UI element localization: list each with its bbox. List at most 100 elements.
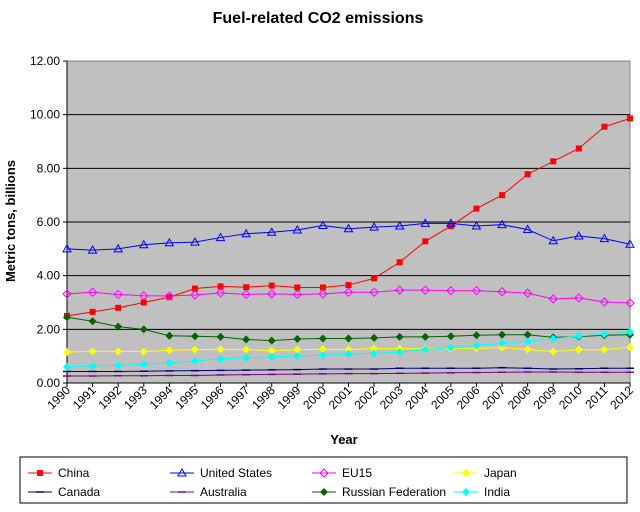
data-point bbox=[369, 222, 379, 231]
data-point bbox=[190, 237, 200, 246]
data-point bbox=[113, 243, 124, 253]
data-point bbox=[344, 350, 353, 359]
data-point bbox=[625, 298, 635, 308]
data-point bbox=[319, 284, 326, 291]
data-point bbox=[242, 335, 251, 344]
data-point bbox=[626, 328, 634, 337]
data-point bbox=[216, 332, 225, 341]
data-point bbox=[139, 325, 148, 334]
data-point bbox=[165, 358, 174, 367]
data-point bbox=[523, 330, 532, 339]
legend-swatch-marker bbox=[37, 470, 43, 476]
data-point bbox=[395, 332, 404, 341]
legend-swatch-marker bbox=[462, 488, 470, 496]
legend-label: China bbox=[58, 466, 90, 480]
data-point bbox=[599, 233, 610, 243]
chart-title: Fuel-related CO2 emissions bbox=[213, 10, 424, 27]
series-australia bbox=[63, 371, 634, 377]
data-point bbox=[626, 343, 634, 352]
data-point bbox=[446, 218, 456, 227]
data-point bbox=[164, 237, 175, 247]
data-point bbox=[574, 345, 583, 354]
data-point bbox=[344, 345, 353, 354]
legend-item: Canada bbox=[28, 485, 100, 499]
data-point bbox=[318, 334, 327, 343]
data-point bbox=[575, 145, 582, 152]
data-point bbox=[113, 289, 123, 300]
data-point bbox=[471, 221, 482, 230]
data-point bbox=[164, 291, 175, 301]
data-point bbox=[498, 330, 507, 339]
y-tick-label: 0.00 bbox=[37, 376, 61, 390]
data-point bbox=[420, 218, 431, 227]
data-point bbox=[471, 285, 482, 296]
data-point bbox=[396, 259, 403, 266]
y-tick-label: 10.00 bbox=[30, 108, 60, 122]
data-point bbox=[243, 284, 250, 291]
data-point bbox=[88, 347, 97, 356]
data-point bbox=[345, 282, 352, 289]
data-point bbox=[627, 115, 633, 122]
data-point bbox=[343, 287, 354, 298]
y-tick-label: 4.00 bbox=[37, 269, 61, 283]
y-tick-label: 12.00 bbox=[30, 54, 60, 68]
data-point bbox=[241, 289, 251, 300]
data-point bbox=[266, 227, 277, 236]
data-point bbox=[241, 228, 251, 238]
data-point bbox=[215, 232, 226, 242]
data-point bbox=[89, 308, 96, 315]
data-point bbox=[216, 354, 225, 363]
series-india bbox=[63, 328, 634, 371]
data-point bbox=[498, 343, 507, 352]
data-point bbox=[191, 285, 198, 292]
data-point bbox=[497, 219, 507, 229]
legend-label: United States bbox=[200, 466, 272, 480]
data-point bbox=[497, 287, 507, 297]
data-point bbox=[318, 289, 328, 299]
data-point bbox=[267, 352, 276, 361]
data-point bbox=[625, 239, 635, 248]
data-point bbox=[190, 345, 199, 354]
data-point bbox=[138, 239, 149, 249]
data-point bbox=[421, 345, 430, 354]
series-russian-federation bbox=[63, 313, 634, 345]
data-point bbox=[267, 336, 276, 345]
data-point bbox=[62, 289, 72, 299]
legend-swatch-marker bbox=[462, 469, 470, 477]
data-point bbox=[549, 347, 558, 356]
data-point bbox=[318, 351, 327, 360]
data-point bbox=[369, 287, 379, 298]
data-point bbox=[601, 123, 608, 130]
data-point bbox=[499, 192, 506, 199]
data-point bbox=[573, 230, 584, 240]
legend-item: United States bbox=[170, 466, 272, 480]
data-point bbox=[63, 348, 71, 357]
data-point bbox=[217, 283, 224, 290]
legend-label: EU15 bbox=[342, 466, 372, 480]
data-point bbox=[268, 282, 275, 289]
data-point bbox=[343, 223, 354, 233]
data-point bbox=[87, 245, 98, 254]
data-point bbox=[165, 346, 174, 355]
series-united-states bbox=[62, 218, 635, 254]
data-point bbox=[63, 313, 71, 322]
data-point bbox=[88, 362, 97, 371]
data-point bbox=[523, 345, 532, 354]
series-canada bbox=[63, 366, 634, 373]
series-japan bbox=[63, 343, 634, 357]
data-point bbox=[63, 362, 71, 371]
data-point bbox=[599, 297, 610, 307]
data-point bbox=[87, 287, 98, 298]
data-point bbox=[114, 361, 123, 370]
data-point bbox=[473, 205, 480, 212]
data-point bbox=[394, 285, 405, 295]
data-point bbox=[292, 289, 303, 300]
data-point bbox=[139, 291, 149, 301]
data-point bbox=[115, 304, 122, 311]
legend-swatch-marker bbox=[319, 468, 329, 478]
data-point bbox=[140, 299, 147, 306]
legend-item: China bbox=[28, 466, 90, 480]
data-point bbox=[446, 332, 455, 341]
data-point bbox=[139, 347, 148, 356]
data-point bbox=[114, 347, 123, 356]
